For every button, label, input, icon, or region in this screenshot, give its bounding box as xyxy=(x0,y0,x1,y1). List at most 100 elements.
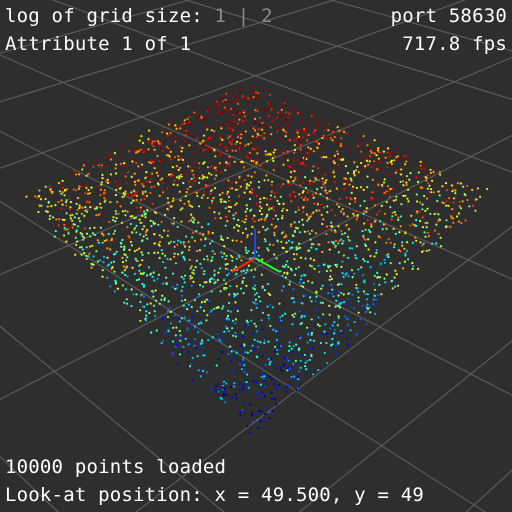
point xyxy=(337,225,340,228)
point xyxy=(244,130,247,133)
point xyxy=(128,248,131,251)
point xyxy=(452,221,455,224)
point xyxy=(268,318,271,321)
point xyxy=(270,108,273,111)
point xyxy=(49,214,52,217)
point xyxy=(281,265,285,268)
point xyxy=(325,123,328,126)
point xyxy=(247,250,250,253)
point xyxy=(331,324,334,327)
point xyxy=(269,360,272,363)
point xyxy=(454,189,457,192)
point xyxy=(282,183,285,186)
point xyxy=(310,318,313,321)
point xyxy=(184,131,187,134)
point xyxy=(415,239,418,242)
point xyxy=(439,173,442,176)
point xyxy=(123,253,126,256)
point xyxy=(393,276,396,279)
point xyxy=(429,168,432,171)
point xyxy=(138,269,141,272)
point xyxy=(231,369,235,372)
point xyxy=(173,217,176,220)
point xyxy=(252,251,255,255)
point xyxy=(308,249,311,252)
point xyxy=(272,159,275,163)
point xyxy=(301,206,305,209)
point xyxy=(180,123,183,126)
point xyxy=(184,133,187,137)
point xyxy=(330,240,333,243)
point xyxy=(234,204,237,207)
point xyxy=(235,397,238,400)
point xyxy=(415,219,418,222)
point xyxy=(249,181,252,184)
point xyxy=(190,177,193,180)
point xyxy=(255,292,258,295)
point xyxy=(169,150,172,153)
point xyxy=(325,333,328,336)
point xyxy=(237,134,240,137)
grid-size-option-2[interactable]: 2 xyxy=(261,5,273,27)
point xyxy=(285,390,288,393)
point xyxy=(146,303,149,306)
point xyxy=(106,256,109,259)
point xyxy=(232,113,235,116)
point xyxy=(84,192,87,195)
point xyxy=(175,344,178,347)
point xyxy=(69,206,72,209)
attribute-indicator: Attribute 1 of 1 xyxy=(5,33,192,55)
point xyxy=(273,398,276,401)
point xyxy=(375,168,378,171)
point xyxy=(226,137,229,140)
point xyxy=(172,183,175,186)
point xyxy=(263,395,266,398)
point xyxy=(241,109,244,112)
point xyxy=(273,155,276,158)
point xyxy=(407,258,410,261)
point xyxy=(299,359,302,362)
point xyxy=(266,227,269,230)
point xyxy=(298,370,301,373)
point xyxy=(289,225,293,228)
point xyxy=(220,235,223,238)
point xyxy=(152,271,155,274)
point xyxy=(204,238,207,241)
point xyxy=(223,286,226,290)
point xyxy=(97,184,100,187)
point xyxy=(216,153,219,156)
point xyxy=(202,134,206,137)
point xyxy=(377,294,380,297)
point xyxy=(365,310,368,313)
point xyxy=(367,248,370,251)
point xyxy=(335,299,338,302)
point xyxy=(84,209,87,212)
point xyxy=(339,144,342,148)
point xyxy=(260,393,264,396)
point xyxy=(200,144,203,147)
grid-size-text: log of grid size: xyxy=(5,5,203,27)
point xyxy=(85,246,88,249)
point xyxy=(303,157,306,160)
point xyxy=(198,115,201,118)
point xyxy=(273,148,277,151)
point xyxy=(263,375,266,378)
point xyxy=(317,142,321,145)
grid-size-separator: | xyxy=(237,5,250,27)
point xyxy=(212,196,215,200)
point xyxy=(122,196,125,199)
point xyxy=(330,221,333,224)
point xyxy=(236,111,239,114)
grid-line xyxy=(0,130,512,396)
point xyxy=(115,188,118,191)
grid-size-option-1[interactable]: 1 xyxy=(214,5,227,27)
point xyxy=(94,159,97,162)
point xyxy=(239,287,243,290)
point xyxy=(131,160,134,163)
point xyxy=(363,222,366,225)
point xyxy=(205,281,208,284)
point xyxy=(179,208,182,211)
point xyxy=(357,300,360,303)
point xyxy=(353,272,356,275)
